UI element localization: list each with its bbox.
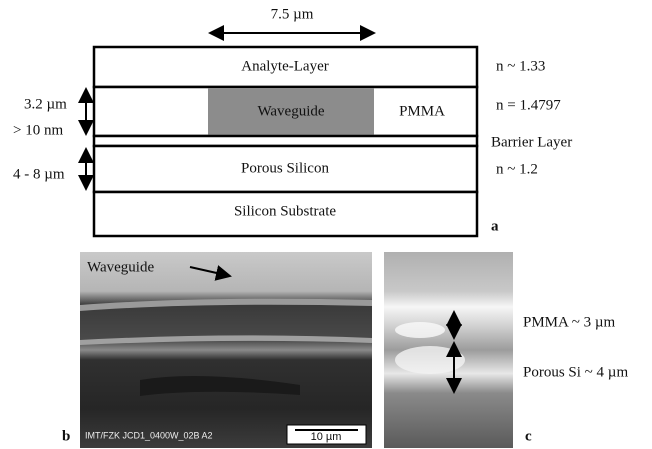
thickness-label: PMMA ~ 3 µm <box>523 314 616 330</box>
panel-b: Waveguide 10 µm IMT/FZK JCD1_0400W_02B A… <box>62 252 372 448</box>
panel-letter: c <box>525 428 532 444</box>
panel-letter: b <box>62 428 70 444</box>
annotation: Waveguide <box>87 259 154 275</box>
panel-c: PMMA ~ 3 µm Porous Si ~ 4 µm c <box>384 252 628 448</box>
index-label: Barrier Layer <box>491 134 572 150</box>
bright-region <box>395 322 445 338</box>
index-label: n = 1.4797 <box>496 97 561 113</box>
figure: 7.5 µm Analyte-Layer Waveguide PMMA Poro… <box>0 0 652 449</box>
index-label: n ~ 1.33 <box>496 58 545 74</box>
panel-letter: a <box>491 218 499 234</box>
scale-label: 10 µm <box>311 431 342 443</box>
thickness-label: 4 - 8 µm <box>13 166 65 182</box>
sem-image <box>80 252 372 448</box>
layer-label: Analyte-Layer <box>241 58 328 74</box>
image-footer: IMT/FZK JCD1_0400W_02B A2 <box>85 430 213 440</box>
layer-label: Silicon Substrate <box>234 203 336 219</box>
thickness-label: Porous Si ~ 4 µm <box>523 364 628 380</box>
panel-a: 7.5 µm Analyte-Layer Waveguide PMMA Poro… <box>13 6 572 236</box>
thickness-label: 3.2 µm <box>24 96 67 112</box>
layer-label: Waveguide <box>257 103 324 119</box>
width-label: 7.5 µm <box>271 6 314 22</box>
layer-label: Porous Silicon <box>241 160 329 176</box>
layer-label: PMMA <box>399 103 445 119</box>
index-label: n ~ 1.2 <box>496 161 538 177</box>
barrier-layer <box>94 136 477 146</box>
thickness-label: > 10 nm <box>13 122 63 138</box>
